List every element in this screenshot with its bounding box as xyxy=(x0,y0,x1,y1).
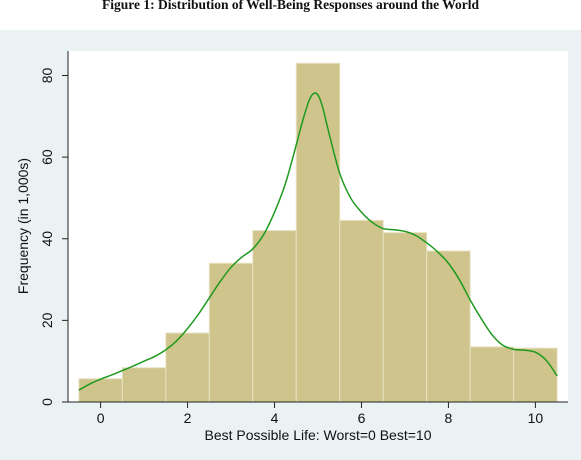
y-tick-label-20: 20 xyxy=(39,312,55,328)
x-tick-label-0: 0 xyxy=(97,410,105,426)
histogram-bar-10 xyxy=(513,347,558,403)
x-tick-label-4: 4 xyxy=(271,410,279,426)
x-tick-label-2: 2 xyxy=(184,410,192,426)
chart-panel: 0 20 40 60 80 0 2 4 6 8 10 Best Possible Life: Wo… xyxy=(0,30,581,460)
x-tick-label-8: 8 xyxy=(445,410,453,426)
y-axis-ticks: 0 20 40 60 80 xyxy=(39,67,68,406)
y-tick-label-0: 0 xyxy=(39,398,55,406)
histogram-bar-0 xyxy=(78,378,123,403)
y-tick-label-40: 40 xyxy=(39,231,55,247)
histogram-bar-8 xyxy=(426,250,471,403)
x-axis-title: Best Possible Life: Worst=0 Best=10 xyxy=(205,427,432,443)
histogram-bar-4 xyxy=(252,230,297,403)
y-axis-title: Frequency (in 1,000s) xyxy=(15,158,31,294)
x-tick-label-10: 10 xyxy=(528,410,544,426)
density-curve xyxy=(78,92,558,391)
x-axis-ticks: 0 2 4 6 8 10 xyxy=(97,402,544,426)
histogram-bar-5 xyxy=(295,62,341,403)
histogram-bar-3 xyxy=(208,262,254,403)
histogram-bars xyxy=(78,62,558,403)
y-tick-label-80: 80 xyxy=(39,67,55,83)
figure-title: Figure 1: Distribution of Well-Being Res… xyxy=(101,0,480,12)
histogram-bar-2 xyxy=(165,332,210,403)
histogram-bar-7 xyxy=(382,232,428,403)
histogram-chart: 0 20 40 60 80 0 2 4 6 8 10 Best Possible Life: Wo… xyxy=(15,51,568,443)
histogram-bar-9 xyxy=(469,346,515,403)
y-tick-label-60: 60 xyxy=(39,149,55,165)
histogram-bar-1 xyxy=(121,367,167,403)
histogram-bar-6 xyxy=(339,219,384,403)
x-tick-label-6: 6 xyxy=(358,410,366,426)
